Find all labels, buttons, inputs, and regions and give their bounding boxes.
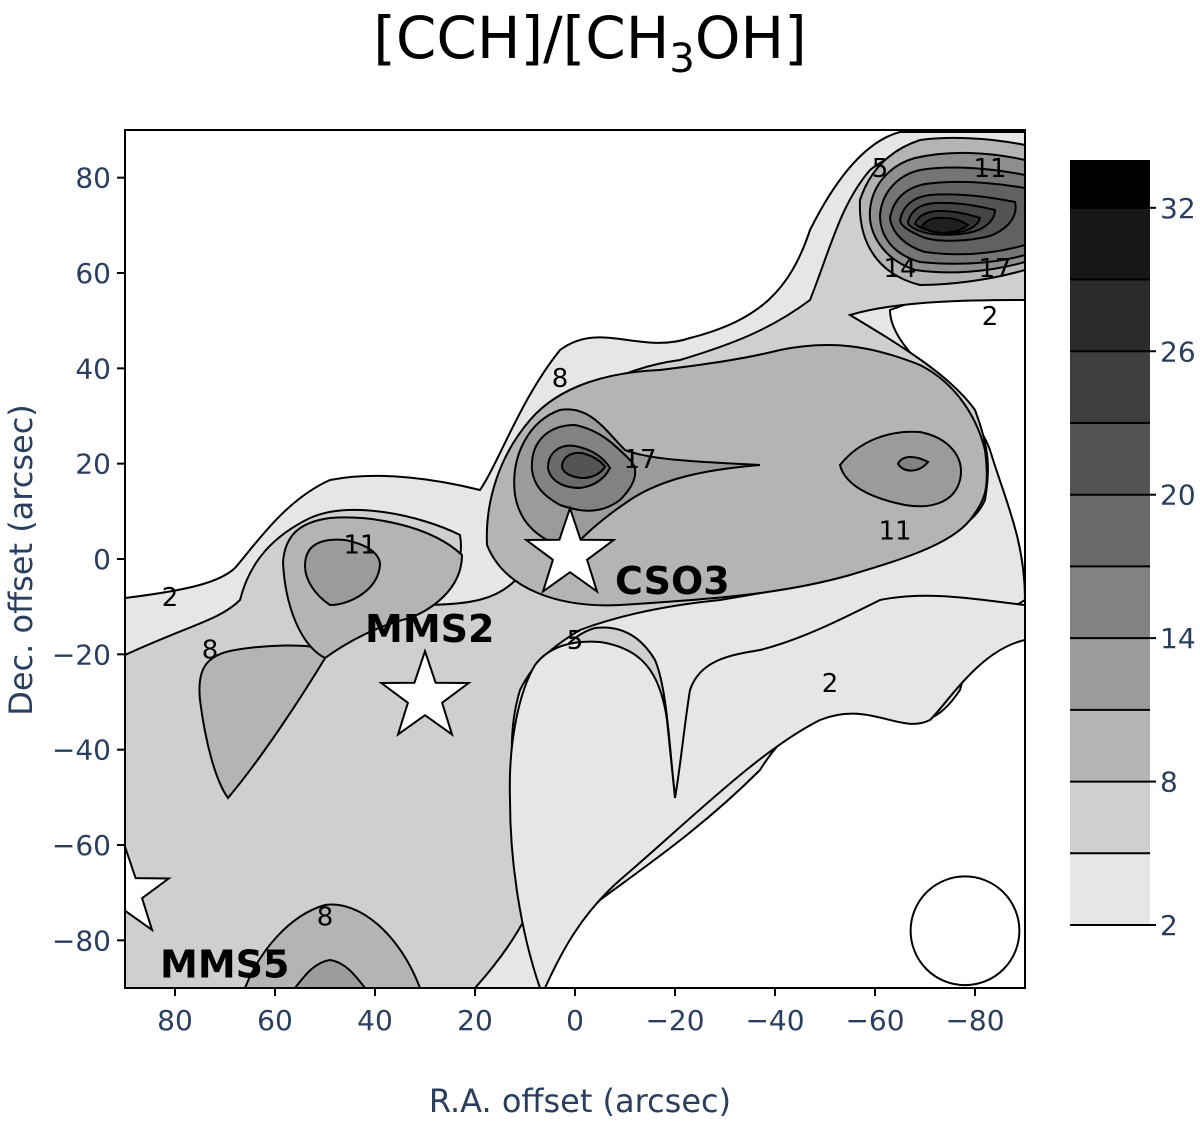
contour-label: 2 xyxy=(162,583,179,613)
colorbar-band xyxy=(1070,709,1150,782)
source-name-mms5: MMS5 xyxy=(160,943,289,987)
x-tick-label: 40 xyxy=(357,1004,393,1037)
colorbar-band xyxy=(1070,494,1150,567)
y-tick-label: −80 xyxy=(52,924,111,957)
contour-label: 2 xyxy=(822,669,839,699)
x-tick-label: 60 xyxy=(257,1004,293,1037)
contour-label: 11 xyxy=(878,516,911,546)
contour-level-14-east xyxy=(896,456,930,472)
x-axis-label: R.A. offset (arcsec) xyxy=(429,1082,731,1120)
source-star-mms2 xyxy=(378,648,472,737)
colorbar-band xyxy=(1070,207,1150,280)
colorbar-band xyxy=(1070,422,1150,495)
y-axis-ticks: 80 60 40 20 0 −20 −40 −60 −80 xyxy=(52,162,125,957)
beam-ellipse xyxy=(909,875,1021,987)
colorbar-tick-label: 8 xyxy=(1160,766,1178,799)
source-name-mms2: MMS2 xyxy=(365,607,494,651)
x-tick-label: 80 xyxy=(157,1004,193,1037)
contour-label: 17 xyxy=(978,254,1011,284)
contour-label: 8 xyxy=(202,636,219,666)
y-tick-label: 20 xyxy=(75,448,111,481)
x-tick-label: −80 xyxy=(945,1004,1004,1037)
contour-label: 5 xyxy=(567,626,584,656)
colorbar-tick-label: 2 xyxy=(1160,909,1178,942)
contour-level-11-north xyxy=(303,538,382,607)
contour-label: 2 xyxy=(982,302,999,332)
colorbar-band xyxy=(1070,638,1150,710)
x-tick-label: −40 xyxy=(745,1004,804,1037)
contour-level-8-west xyxy=(198,644,332,800)
x-axis-ticks: 80 60 40 20 0 −20 −40 −60 −80 xyxy=(157,988,1005,1037)
chart-title: [CCH]/[CH3OH] xyxy=(373,4,807,82)
source-markers: CSO3 MMS2 MMS5 xyxy=(125,505,730,987)
contour-level-8-south xyxy=(243,903,422,988)
colorbar-tick-label: 14 xyxy=(1160,622,1196,655)
contour-label: 11 xyxy=(343,531,376,561)
colorbar-tick-label: 32 xyxy=(1160,192,1196,225)
contour-label: 11 xyxy=(973,154,1006,184)
contour-label: 17 xyxy=(623,445,656,475)
colorbar: 32 26 20 14 8 2 xyxy=(1070,160,1196,942)
contour-level-29 xyxy=(920,216,970,235)
contour-label: 5 xyxy=(872,154,889,184)
x-tick-label: −20 xyxy=(645,1004,704,1037)
colorbar-band xyxy=(1070,853,1150,925)
contour-label: 8 xyxy=(552,364,569,394)
y-tick-label: 60 xyxy=(75,257,111,290)
contour-level-2-inlet xyxy=(508,594,1025,988)
colorbar-band xyxy=(1070,351,1150,423)
y-axis-label: Dec. offset (arcsec) xyxy=(2,404,40,716)
y-tick-label: −20 xyxy=(52,638,111,671)
contour-label: 8 xyxy=(317,903,334,933)
colorbar-band xyxy=(1070,279,1150,352)
y-tick-label: 40 xyxy=(75,352,111,385)
colorbar-band xyxy=(1070,781,1150,854)
x-tick-label: 0 xyxy=(566,1004,584,1037)
contour-label: 14 xyxy=(883,254,916,284)
source-name-cso3: CSO3 xyxy=(615,559,730,603)
x-tick-label: 20 xyxy=(457,1004,493,1037)
y-tick-label: 0 xyxy=(93,543,111,576)
colorbar-tick-label: 26 xyxy=(1160,335,1196,368)
contour-level-11-south xyxy=(293,958,367,988)
colorbar-tick-label: 20 xyxy=(1160,479,1196,512)
source-star-mms5 xyxy=(125,843,172,933)
y-tick-label: −60 xyxy=(52,829,111,862)
y-tick-label: 80 xyxy=(75,162,111,195)
y-tick-label: −40 xyxy=(52,734,111,767)
x-tick-label: −60 xyxy=(845,1004,904,1037)
colorbar-band xyxy=(1070,160,1150,208)
source-star-cso3 xyxy=(523,505,617,594)
colorbar-band xyxy=(1070,566,1150,639)
